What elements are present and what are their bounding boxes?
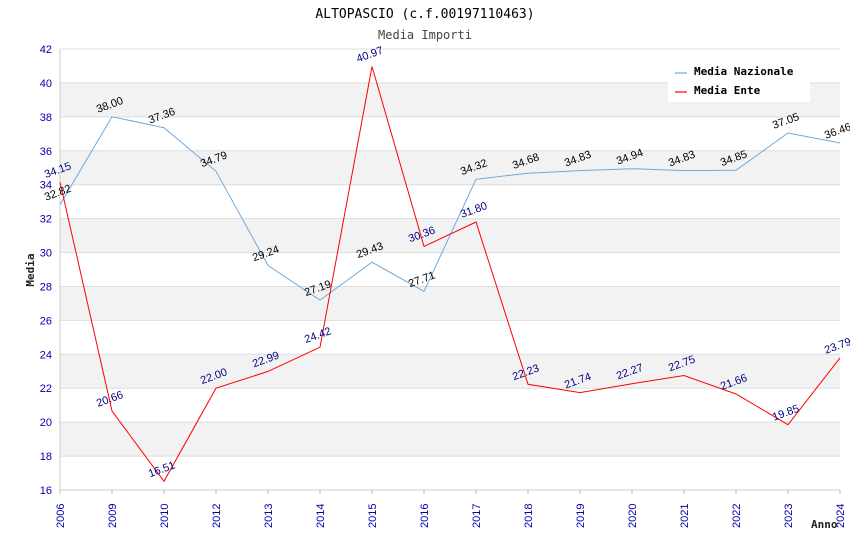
x-tick-label: 2006 (55, 504, 67, 528)
y-tick-label: 16 (40, 485, 52, 497)
x-tick-label: 2012 (211, 504, 223, 528)
x-tick-label: 2015 (367, 504, 379, 528)
x-tick-label: 2020 (627, 504, 639, 528)
y-tick-label: 42 (40, 44, 52, 56)
x-tick-label: 2016 (419, 504, 431, 528)
data-label-nazionale: 36.46 (823, 121, 850, 142)
y-tick-label: 36 (40, 146, 52, 158)
y-tick-label: 24 (40, 349, 52, 361)
data-label-ente: 40.97 (355, 45, 385, 66)
y-tick-label: 32 (40, 214, 52, 226)
y-tick-label: 20 (40, 417, 52, 429)
x-tick-label: 2013 (263, 504, 275, 528)
grid-band (60, 150, 840, 185)
y-tick-label: 18 (40, 451, 52, 463)
y-tick-label: 30 (40, 248, 52, 260)
grid-band (60, 422, 840, 457)
x-tick-label: 2024 (835, 504, 847, 528)
chart-subtitle: Media Importi (378, 28, 472, 42)
legend-box (668, 60, 810, 102)
x-tick-label: 2023 (783, 504, 795, 528)
y-tick-label: 26 (40, 315, 52, 327)
chart-title: ALTOPASCIO (c.f.00197110463) (315, 7, 534, 22)
data-label-ente: 31.80 (459, 200, 489, 221)
x-tick-labels: 2006 2009 2010 2012 2013 2014 2015 2016 2017 2018… (55, 504, 847, 528)
legend-label-ente: Media Ente (694, 84, 761, 97)
y-tick-label: 40 (40, 78, 52, 90)
series-line-ente (59, 66, 841, 483)
grid-band (60, 354, 840, 389)
data-label-ente: 24.42 (303, 325, 333, 346)
grid-band (60, 286, 840, 321)
axes (59, 49, 840, 491)
legend: Media Nazionale Media Ente (668, 60, 810, 102)
y-tick-label: 34 (40, 180, 52, 192)
x-tick-label: 2019 (575, 504, 587, 528)
data-label-ente: 16.51 (147, 459, 177, 480)
y-axis-label: Media (24, 253, 37, 286)
x-tick-label: 2009 (107, 504, 119, 528)
x-tick-label: 2017 (471, 504, 483, 528)
series-lines (59, 66, 841, 483)
x-tick-label: 2018 (523, 504, 535, 528)
data-label-ente: 20.66 (95, 389, 125, 410)
y-tick-label: 22 (40, 383, 52, 395)
legend-label-nazionale: Media Nazionale (694, 65, 794, 78)
y-tick-labels: 16 18 20 22 24 26 28 30 32 34 36 38 40 42 (40, 44, 52, 497)
y-tick-label: 28 (40, 281, 52, 293)
x-tick-label: 2022 (731, 504, 743, 528)
data-label-ente: 19.85 (771, 403, 801, 424)
series-line-nazionale (59, 116, 841, 301)
x-tick-label: 2014 (315, 504, 327, 528)
x-tick-label: 2021 (679, 504, 691, 528)
x-axis-label: Anno (811, 518, 838, 531)
data-label-ente: 23.79 (823, 336, 850, 357)
x-tick-label: 2010 (159, 504, 171, 528)
y-tick-label: 38 (40, 112, 52, 124)
